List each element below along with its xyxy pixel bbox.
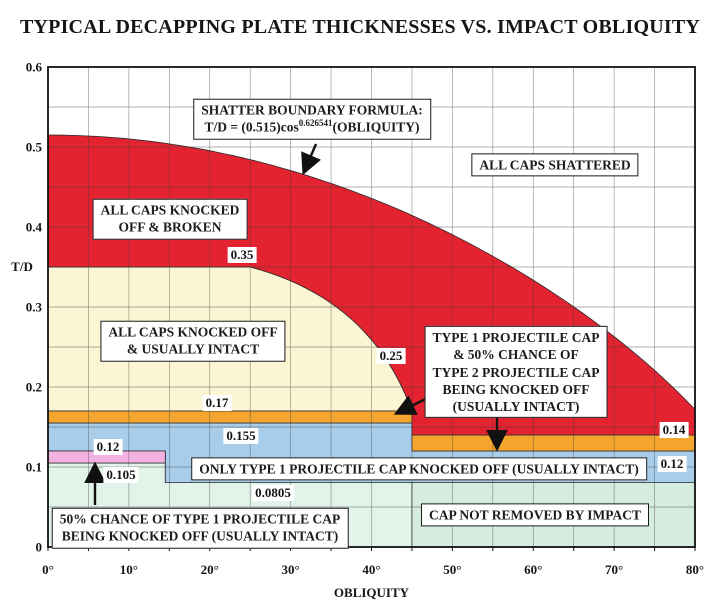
y-tick-label: 0.4 [26,220,43,235]
y-tick-label: 0.2 [26,380,42,395]
x-tick-label: 0° [42,562,54,577]
region-mint-right [411,482,696,548]
x-tick-label: 30° [282,562,300,577]
y-tick-label: 0.5 [26,140,43,155]
y-tick-label: 0.3 [26,300,43,315]
y-tick-label: 0 [36,540,43,555]
y-axis-title: T/D [11,259,33,274]
y-tick-label: 0.1 [26,460,42,475]
x-tick-label: 70° [605,562,623,577]
arrow-formula-to-curve [301,143,322,176]
y-tick-label: 0.6 [26,60,43,75]
region-pink [47,450,166,464]
x-tick-label: 80° [686,562,704,577]
chart-title: TYPICAL DECAPPING PLATE THICKNESSES VS. … [19,16,701,38]
x-tick-label: 50° [443,562,461,577]
region-orange-right [411,434,696,452]
x-tick-label: 20° [201,562,219,577]
x-axis-title: OBLIQUITY [334,585,410,600]
x-tick-label: 40° [362,562,380,577]
x-tick-label: 60° [524,562,542,577]
x-tick-label: 10° [120,562,138,577]
region-orange-left [47,410,413,424]
